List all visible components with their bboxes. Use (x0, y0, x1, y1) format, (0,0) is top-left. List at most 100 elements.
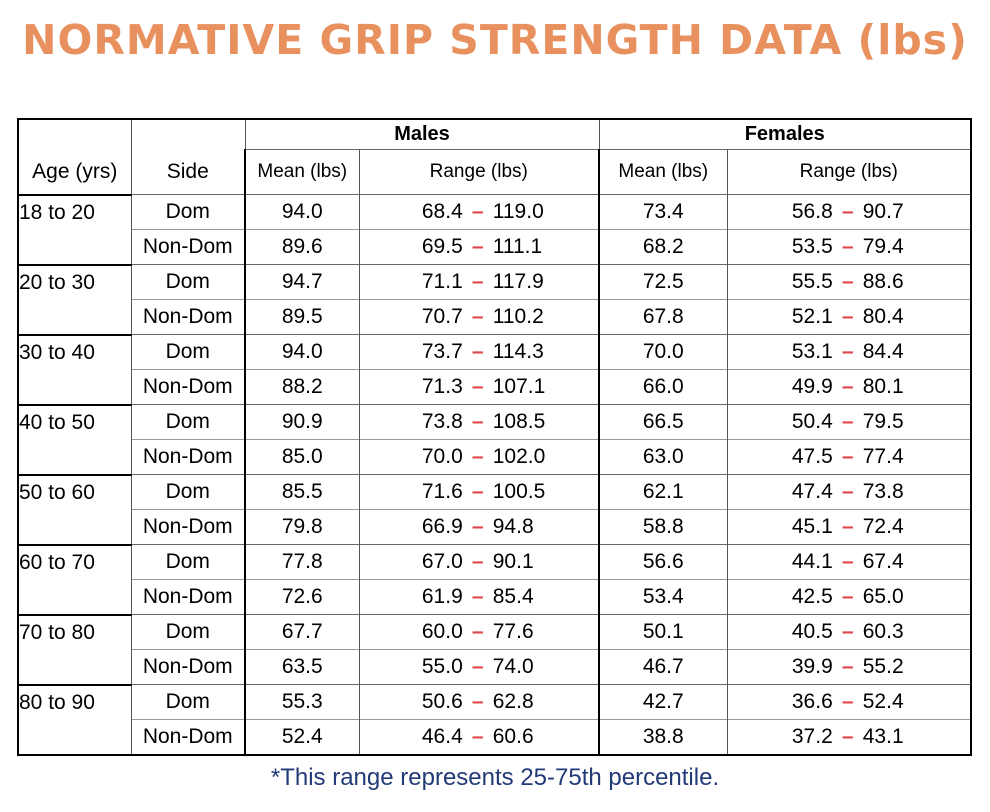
male-range-low: 70.7 (421, 305, 463, 328)
female-range-low: 47.5 (791, 445, 833, 468)
age-cell: 60 to 70 (17, 543, 131, 580)
table-row: Non-Dom 89.6 69.5–111.1 68.2 53.5–79.4 (17, 229, 972, 265)
female-range-high: 77.4 (862, 445, 904, 468)
male-range-low: 71.1 (421, 270, 463, 293)
female-mean-cell: 58.8 (598, 509, 727, 545)
female-mean-cell: 63.0 (598, 439, 727, 475)
female-mean-cell: 70.0 (598, 334, 727, 370)
header-females-mean: Mean (lbs) (598, 149, 727, 195)
male-mean-cell: 52.4 (244, 719, 359, 756)
male-range-high: 60.6 (492, 725, 534, 748)
table-row: 50 to 60 Dom 85.5 71.6–100.5 62.1 47.4–73.8 (17, 473, 972, 510)
female-range-low: 40.5 (791, 620, 833, 643)
female-mean-cell: 66.5 (598, 404, 727, 440)
female-range-high: 67.4 (862, 550, 904, 573)
table-row: 60 to 70 Dom 77.8 67.0–90.1 56.6 44.1–67.4 (17, 543, 972, 580)
header-males-mean: Mean (lbs) (244, 149, 359, 195)
table-row: Non-Dom 63.5 55.0–74.0 46.7 39.9–55.2 (17, 649, 972, 685)
male-mean-cell: 89.5 (244, 299, 359, 335)
male-range-low: 50.6 (421, 690, 463, 713)
female-range-low: 37.2 (791, 725, 833, 748)
table-row: 18 to 20 Dom 94.0 68.4–119.0 73.4 56.8–90.7 (17, 193, 972, 230)
range-separator: – (471, 655, 484, 678)
female-range-low: 49.9 (791, 375, 833, 398)
female-mean-cell: 50.1 (598, 614, 727, 650)
male-range-high: 114.3 (492, 340, 544, 363)
header-females: Females (598, 118, 972, 150)
female-range-low: 52.1 (791, 305, 833, 328)
male-range-cell: 73.7–114.3 (358, 334, 599, 370)
table-row: Non-Dom 72.6 61.9–85.4 53.4 42.5–65.0 (17, 579, 972, 615)
male-range-cell: 55.0–74.0 (358, 649, 599, 685)
table-row: Non-Dom 88.2 71.3–107.1 66.0 49.9–80.1 (17, 369, 972, 405)
age-cell: 20 to 30 (17, 263, 131, 300)
range-separator: – (471, 235, 484, 258)
female-range-cell: 40.5–60.3 (726, 614, 972, 650)
side-cell: Dom (130, 474, 245, 510)
male-range-cell: 61.9–85.4 (358, 579, 599, 615)
female-range-cell: 47.4–73.8 (726, 474, 972, 510)
page-title: NORMATIVE GRIP STRENGTH DATA (lbs) (22, 16, 968, 64)
male-range-low: 70.0 (421, 445, 463, 468)
female-range-high: 52.4 (862, 690, 904, 713)
male-range-low: 71.3 (421, 375, 463, 398)
female-range-low: 42.5 (791, 585, 833, 608)
male-range-low: 46.4 (421, 725, 463, 748)
age-cell (17, 509, 131, 545)
range-separator: – (471, 270, 484, 293)
female-range-high: 79.5 (862, 410, 904, 433)
female-range-high: 79.4 (862, 235, 904, 258)
age-cell (17, 579, 131, 615)
male-mean-cell: 94.0 (244, 194, 359, 230)
female-mean-cell: 38.8 (598, 719, 727, 756)
male-mean-cell: 94.0 (244, 334, 359, 370)
male-range-low: 73.7 (421, 340, 463, 363)
male-range-high: 117.9 (492, 270, 544, 293)
header-side: Side (130, 149, 245, 195)
male-mean-cell: 88.2 (244, 369, 359, 405)
table-row: 70 to 80 Dom 67.7 60.0–77.6 50.1 40.5–60.3 (17, 613, 972, 650)
female-mean-cell: 42.7 (598, 684, 727, 720)
female-range-high: 88.6 (862, 270, 904, 293)
male-range-low: 60.0 (421, 620, 463, 643)
male-range-high: 85.4 (492, 585, 534, 608)
range-separator: – (471, 410, 484, 433)
female-range-cell: 39.9–55.2 (726, 649, 972, 685)
male-mean-cell: 94.7 (244, 264, 359, 300)
range-separator: – (841, 725, 854, 748)
male-range-low: 71.6 (421, 480, 463, 503)
age-cell: 40 to 50 (17, 403, 131, 440)
female-range-low: 56.8 (791, 200, 833, 223)
age-cell: 80 to 90 (17, 683, 131, 720)
side-cell: Dom (130, 614, 245, 650)
range-separator: – (841, 550, 854, 573)
range-separator: – (841, 655, 854, 678)
male-range-low: 69.5 (421, 235, 463, 258)
female-range-high: 84.4 (862, 340, 904, 363)
male-range-cell: 70.0–102.0 (358, 439, 599, 475)
female-range-low: 50.4 (791, 410, 833, 433)
range-separator: – (471, 690, 484, 713)
female-mean-cell: 53.4 (598, 579, 727, 615)
footnote: *This range represents 25-75th percentil… (270, 764, 720, 791)
female-range-high: 55.2 (862, 655, 904, 678)
table-row: 40 to 50 Dom 90.9 73.8–108.5 66.5 50.4–79.5 (17, 403, 972, 440)
female-mean-cell: 66.0 (598, 369, 727, 405)
female-range-low: 47.4 (791, 480, 833, 503)
female-range-cell: 47.5–77.4 (726, 439, 972, 475)
male-range-high: 119.0 (492, 200, 544, 223)
range-separator: – (841, 690, 854, 713)
side-cell: Non-Dom (130, 369, 245, 405)
male-range-high: 111.1 (492, 235, 543, 258)
range-separator: – (841, 620, 854, 643)
header-males: Males (244, 118, 599, 150)
male-range-high: 62.8 (492, 690, 534, 713)
female-range-cell: 49.9–80.1 (726, 369, 972, 405)
male-range-cell: 71.3–107.1 (358, 369, 599, 405)
male-range-cell: 60.0–77.6 (358, 614, 599, 650)
female-range-high: 72.4 (862, 515, 904, 538)
male-range-low: 67.0 (421, 550, 463, 573)
range-separator: – (471, 585, 484, 608)
female-mean-cell: 67.8 (598, 299, 727, 335)
range-separator: – (471, 725, 484, 748)
